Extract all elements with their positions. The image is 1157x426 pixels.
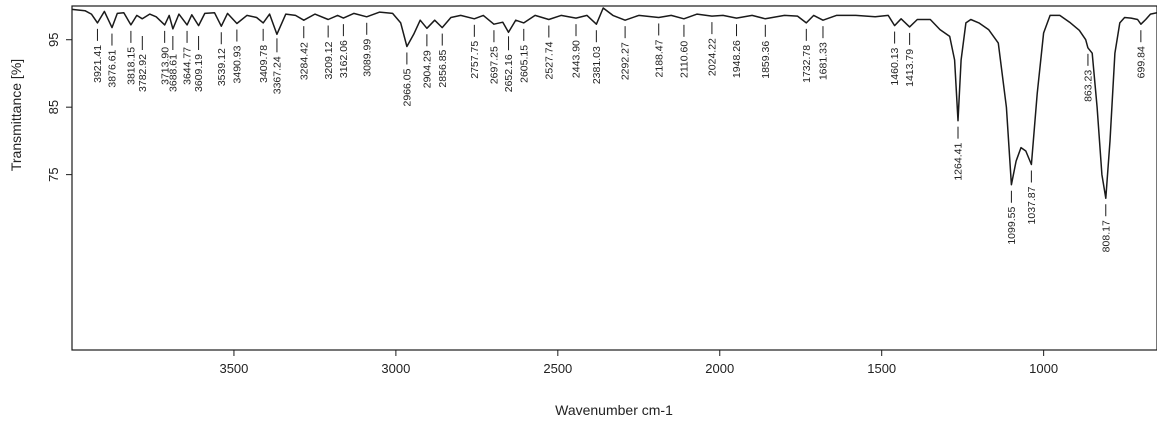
peak-label: 3876.61 [107,49,119,87]
x-tick-label: 2500 [543,361,572,376]
peak-label: 2110.60 [679,41,691,78]
peak-label: 3284.42 [298,42,310,80]
x-axis-title: Wavenumber cm-1 [555,402,673,418]
peak-label: 3162.06 [338,40,350,78]
peak-label: 3782.92 [137,54,149,92]
peak-label: 3209.12 [323,41,335,79]
peak-label: 2292.27 [620,42,632,80]
peak-label: 808.17 [1100,220,1112,252]
peak-label: 3089.99 [361,39,373,77]
y-axis-title: Transmittance [%] [8,59,24,171]
ticks-layer: 3500 3000 2500 2000 1500 1000 95 85 75 [46,32,1058,376]
peak-label: 2605.15 [518,45,530,83]
peak-label: 1948.26 [731,40,743,78]
peak-label: 1264.41 [953,143,965,181]
spectrum-series-line [71,7,1157,199]
plot-frame [71,5,1157,351]
peak-label: 2904.29 [422,50,434,88]
peak-label: 2697.25 [489,46,501,84]
peak-label: 3921.41 [92,45,104,83]
peak-label: 2024.22 [707,38,719,76]
peak-label: 3713.90 [159,47,171,85]
peak-label: 2757.75 [469,41,481,79]
peak-label: 3409.78 [258,45,270,83]
y-tick-label: 85 [46,100,61,114]
peak-label: 3490.93 [232,45,244,83]
peak-label: 1681.33 [818,42,830,80]
peak-label: 3688.61 [168,54,180,92]
peak-label: 3644.77 [182,47,194,85]
peak-label: 2527.74 [543,41,555,79]
peak-annotations: 3921.41 3876.61 3818.15 3782.92 3713.903688.… [92,22,1148,252]
peak-label: 1460.13 [889,47,901,85]
x-tick-label: 1500 [867,361,896,376]
peak-label: 2188.47 [653,39,665,77]
peak-label: 2966.05 [402,68,414,106]
x-tick-label: 2000 [705,361,734,376]
peak-label: 1037.87 [1026,186,1038,224]
peak-label: 3818.15 [126,47,138,85]
peak-label: 2856.85 [437,49,449,87]
peak-label: 3609.19 [193,54,205,92]
peak-label: 3367.24 [272,56,284,94]
y-tick-label: 95 [46,32,61,46]
peak-label: 1732.78 [801,45,813,83]
peak-label: 2443.90 [571,40,583,78]
peak-label: 863.23 [1083,70,1095,102]
x-tick-label: 3000 [381,361,410,376]
peak-label: 3539.12 [216,48,228,86]
peak-label: 699.84 [1136,46,1148,78]
peak-label: 1859.36 [760,41,772,79]
peak-label: 2652.16 [503,54,515,92]
x-tick-label: 1000 [1029,361,1058,376]
peak-label: 1099.55 [1006,207,1018,245]
y-tick-label: 75 [46,167,61,181]
x-tick-label: 3500 [219,361,248,376]
peak-label: 2381.03 [591,46,603,84]
peak-label: 1413.79 [904,49,916,87]
